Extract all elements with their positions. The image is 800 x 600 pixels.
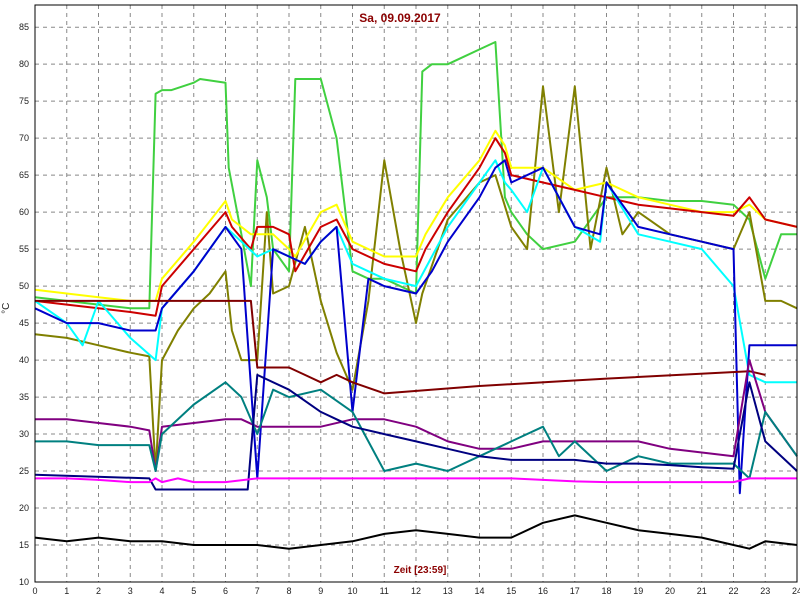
y-tick-label: 15: [19, 540, 29, 550]
x-tick-label: 1: [64, 586, 69, 596]
x-axis-label: Zeit [23:59]: [394, 565, 447, 576]
x-tick-label: 9: [318, 586, 323, 596]
x-tick-label: 8: [286, 586, 291, 596]
x-tick-label: 18: [601, 586, 611, 596]
y-tick-label: 35: [19, 392, 29, 402]
series-line-1: [34, 41, 797, 310]
y-axis-label: °C: [1, 303, 12, 314]
y-tick-label: 75: [19, 96, 29, 106]
y-tick-label: 85: [19, 22, 29, 32]
y-tick-label: 60: [19, 207, 29, 217]
series-line-12: [34, 514, 798, 550]
y-tick-label: 40: [19, 355, 29, 365]
y-tick-label: 30: [19, 429, 29, 439]
x-tick-label: 20: [665, 586, 675, 596]
x-tick-label: 14: [474, 586, 484, 596]
y-tick-label: 25: [19, 466, 29, 476]
y-tick-label: 50: [19, 281, 29, 291]
series-line-3: [34, 129, 798, 302]
x-tick-label: 11: [380, 586, 389, 596]
y-tick-label: 20: [19, 503, 29, 513]
y-tick-label: 10: [19, 577, 29, 587]
x-tick-label: 0: [32, 586, 37, 596]
x-tick-label: 24: [792, 586, 800, 596]
x-tick-label: 7: [255, 586, 260, 596]
y-tick-label: 70: [19, 133, 29, 143]
series-line-10: [34, 373, 798, 491]
x-tick-label: 13: [443, 586, 453, 596]
x-tick-label: 2: [96, 586, 101, 596]
series-line-11: [35, 477, 797, 484]
series-line-8: [35, 359, 798, 472]
x-tick-label: 21: [697, 586, 707, 596]
x-tick-label: 22: [728, 586, 738, 596]
y-tick-label: 45: [19, 318, 29, 328]
series-line-9: [35, 381, 798, 480]
x-tick-label: 6: [223, 586, 228, 596]
x-tick-label: 5: [191, 586, 196, 596]
y-tick-label: 80: [19, 59, 29, 69]
series-lines: [34, 41, 798, 550]
x-tick-label: 23: [760, 586, 770, 596]
x-tick-label: 17: [570, 586, 580, 596]
x-tick-label: 16: [538, 586, 548, 596]
x-tick-label: 4: [159, 586, 164, 596]
plot-frame: [34, 4, 798, 583]
x-tick-label: 3: [128, 586, 133, 596]
x-tick-label: 10: [347, 586, 357, 596]
series-line-4: [34, 137, 798, 317]
y-tick-label: 55: [19, 244, 29, 254]
x-tick-label: 15: [506, 586, 516, 596]
x-tick-label: 12: [411, 586, 421, 596]
tick-labels: 0 1 2 3 4 5 6 7 8 9 10 11 12 13 14 15 16 17 18 19 20 21 22 23 24…: [19, 22, 800, 596]
series-line-6: [34, 159, 797, 495]
x-tick-label: 19: [633, 586, 643, 596]
y-tick-label: 65: [19, 170, 29, 180]
series-line-7: [35, 299, 766, 395]
chart-title: Sa, 09.09.2017: [359, 11, 441, 25]
